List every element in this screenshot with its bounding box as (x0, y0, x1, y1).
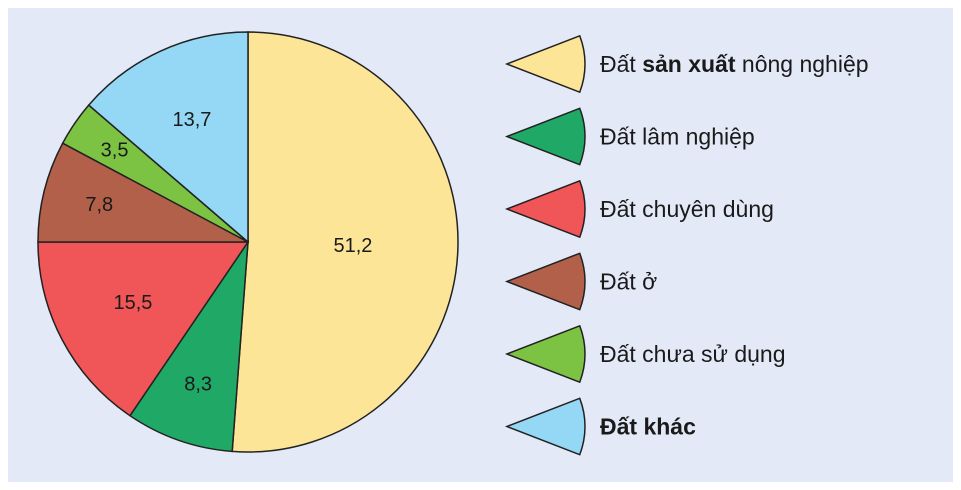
legend-label-chua-su-dung: Đất chưa sử dụng (600, 341, 786, 367)
legend-label-dat-khac: Đất khác (600, 414, 696, 440)
legend-label-chuyen-dung: Đất chuyên dùng (600, 196, 774, 222)
legend-swatch-chua-su-dung (504, 324, 586, 384)
data-label-chuyen-dung: 15,5 (113, 292, 152, 314)
data-label-lam-nghiep: 8,3 (184, 374, 212, 396)
legend-swatch-chuyen-dung (504, 179, 586, 239)
pie-slice-san-xuat-nong-nghiep (231, 31, 459, 453)
legend-label-lam-nghiep: Đất lâm nghiệp (600, 124, 755, 150)
data-label-chua-su-dung: 3,5 (101, 140, 129, 162)
legend-label-dat-o: Đất ở (600, 269, 657, 295)
legend-item-san-xuat-nong-nghiep: Đất sản xuất nông nghiệp (504, 34, 869, 94)
pie-slice-labels: 51,2 8,3 15,5 7,8 3,5 13,7 (85, 109, 372, 396)
legend-item-chua-su-dung: Đất chưa sử dụng (504, 324, 786, 384)
legend-label-san-xuat-nong-nghiep: Đất sản xuất nông nghiệp (600, 51, 869, 77)
legend-swatch-dat-o (504, 252, 586, 311)
legend-item-lam-nghiep: Đất lâm nghiệp (504, 107, 755, 166)
data-label-dat-khac: 13,7 (172, 109, 211, 131)
pie-slice-dat-khac (87, 31, 249, 244)
data-label-san-xuat-nong-nghiep: 51,2 (333, 235, 372, 257)
pie-slices (37, 31, 459, 453)
pie-slice-lam-nghiep (128, 239, 249, 453)
legend-item-dat-o: Đất ở (504, 252, 657, 311)
pie-slice-dat-o (37, 142, 249, 243)
data-label-dat-o: 7,8 (85, 194, 113, 216)
legend-swatch-san-xuat-nong-nghiep (504, 34, 586, 94)
legend-swatch-dat-khac (504, 397, 586, 456)
legend: Đất sản xuất nông nghiệp Đất lâm nghiệp Đấ… (504, 34, 869, 456)
legend-swatch-lam-nghiep (504, 107, 586, 166)
pie-slice-chuyen-dung (37, 241, 250, 417)
legend-item-chuyen-dung: Đất chuyên dùng (504, 179, 774, 239)
legend-item-dat-khac: Đất khác (504, 397, 696, 456)
